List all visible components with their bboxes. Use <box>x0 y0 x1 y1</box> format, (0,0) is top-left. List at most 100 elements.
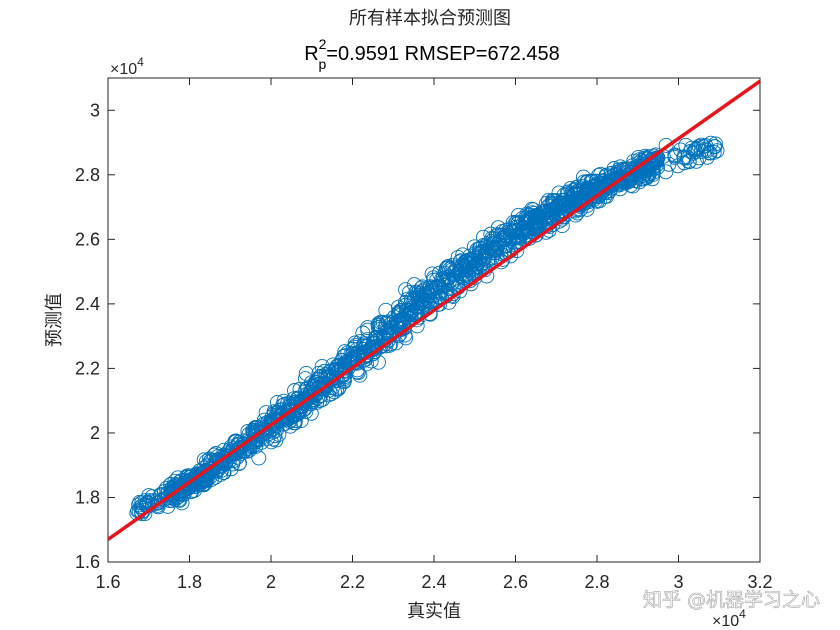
data-point <box>177 479 193 495</box>
data-point <box>371 354 386 370</box>
x-tick-label: 2.8 <box>584 572 609 592</box>
data-point <box>554 192 570 208</box>
data-point <box>393 312 409 328</box>
chart-subtitle: R2 p=0.9591 RMSEP=672.458 <box>304 36 560 72</box>
x-tick-label: 2.6 <box>503 572 528 592</box>
y-tick-label: 2.6 <box>75 229 100 249</box>
data-point <box>466 239 482 255</box>
y-tick-label: 2 <box>90 423 100 443</box>
data-point <box>519 215 535 231</box>
data-point <box>282 413 298 429</box>
data-point <box>406 277 422 293</box>
data-point <box>532 209 548 225</box>
data-point <box>438 277 454 293</box>
data-point <box>297 371 313 387</box>
y-tick-label: 1.6 <box>75 552 100 572</box>
data-point <box>336 349 352 364</box>
data-point <box>340 345 356 361</box>
data-point <box>441 294 457 310</box>
data-point <box>505 231 521 247</box>
data-point <box>708 136 723 152</box>
data-point <box>355 338 371 354</box>
data-point <box>658 164 674 180</box>
data-point <box>481 251 497 267</box>
data-point <box>328 372 344 388</box>
y-axis-label: 预测值 <box>44 293 65 347</box>
data-point <box>315 391 331 407</box>
data-point <box>275 397 291 413</box>
data-point <box>469 259 485 275</box>
data-point <box>699 149 715 165</box>
data-point <box>422 284 438 300</box>
data-point <box>413 294 428 310</box>
data-point <box>529 210 545 226</box>
y-tick-label: 3 <box>90 100 100 120</box>
data-point <box>522 211 538 227</box>
x-tick-label: 2 <box>266 572 276 592</box>
data-point <box>282 418 298 434</box>
data-point <box>355 325 371 341</box>
x-axis: 1.6 1.8 2 2.2 2.4 2.6 2.8 3 3.2 <box>95 78 773 592</box>
data-point <box>529 216 545 232</box>
chart-title: 所有样本拟合预测图 <box>349 8 511 29</box>
data-point <box>497 231 513 247</box>
data-point <box>375 314 391 330</box>
data-point <box>398 282 414 298</box>
data-point <box>458 266 474 282</box>
data-point <box>519 221 535 237</box>
data-point <box>424 280 440 296</box>
data-point <box>591 189 606 205</box>
data-point <box>298 404 314 420</box>
data-point <box>559 196 575 212</box>
data-point <box>690 140 706 156</box>
data-point <box>645 164 661 180</box>
subtitle-r-sub: p <box>318 56 326 72</box>
y-tick-label: 1.8 <box>75 487 100 507</box>
data-point <box>183 484 199 500</box>
data-point <box>378 322 394 338</box>
y-tick-label: 2.8 <box>75 165 100 185</box>
data-point <box>404 291 420 307</box>
data-point <box>438 260 454 276</box>
subtitle-r-sup: 2 <box>319 36 327 52</box>
data-point <box>390 314 406 330</box>
data-point <box>239 443 255 459</box>
data-point <box>569 179 585 195</box>
data-point <box>454 258 470 274</box>
data-point <box>140 494 156 510</box>
y-multiplier: ×104 <box>110 55 144 78</box>
data-point <box>131 497 147 513</box>
data-point <box>455 247 471 263</box>
data-point <box>493 254 509 270</box>
data-point <box>164 485 179 501</box>
data-point <box>399 302 414 318</box>
data-point <box>429 280 445 296</box>
data-point <box>312 393 328 408</box>
x-tick-label: 3 <box>673 572 683 592</box>
x-tick-label: 3.2 <box>747 572 772 592</box>
x-tick-label: 1.6 <box>95 572 120 592</box>
y-tick-label: 2.2 <box>75 358 100 378</box>
data-point <box>507 215 523 231</box>
x-tick-label: 1.8 <box>177 572 202 592</box>
data-point <box>524 201 540 217</box>
data-point <box>698 141 714 157</box>
data-point <box>422 306 438 321</box>
watermark: 知乎 @机器学习之心 <box>643 589 820 611</box>
data-point <box>222 445 238 461</box>
data-point <box>163 477 179 492</box>
data-point <box>458 262 474 278</box>
data-point <box>414 292 430 308</box>
data-point <box>165 487 181 503</box>
data-point <box>528 221 544 237</box>
data-point <box>539 211 555 227</box>
data-point <box>352 334 368 350</box>
data-point <box>197 465 213 481</box>
y-tick-label: 2.4 <box>75 294 100 314</box>
data-point <box>294 392 310 408</box>
data-point <box>676 150 692 166</box>
data-point <box>415 283 431 299</box>
x-tick-label: 2.2 <box>340 572 365 592</box>
data-point <box>150 499 166 515</box>
